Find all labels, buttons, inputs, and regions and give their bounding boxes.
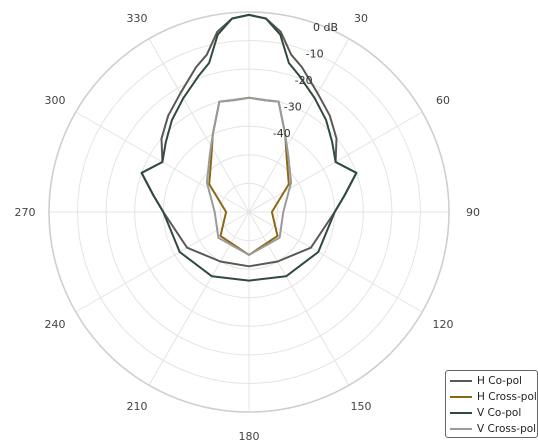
grid-spoke [248, 211, 350, 386]
angle-tick-label: 330 [127, 12, 148, 25]
series-line-4 [205, 96, 293, 256]
radial-tick-label: -40 [273, 127, 291, 140]
legend-item: V Co-pol [450, 405, 537, 421]
legend-item: H Co-pol [450, 373, 537, 389]
legend-label: H Co-pol [477, 375, 522, 387]
angle-tick-label: 60 [436, 94, 450, 107]
radial-tick-label: -10 [306, 48, 324, 61]
angle-tick-label: 90 [466, 206, 480, 219]
legend-item: H Cross-pol [450, 389, 537, 405]
legend-label: H Cross-pol [477, 391, 537, 403]
polar-grid [48, 11, 450, 413]
legend-swatch [450, 396, 472, 398]
series-layer [140, 13, 358, 282]
angle-tick-label: 180 [239, 430, 260, 440]
angle-tick-label: 120 [432, 318, 453, 331]
legend-label: V Cross-pol [477, 423, 537, 435]
grid-spoke [148, 211, 250, 386]
angle-tick-label: 300 [45, 94, 66, 107]
outer-circle [48, 11, 450, 413]
tick-labels: 30 60 90 120 150 180 210 240 270 300 330 0 dB -10 -20… [15, 12, 481, 440]
grid-spoke [75, 211, 250, 313]
legend-swatch [450, 428, 472, 430]
angle-tick-label: 210 [127, 400, 148, 413]
angle-tick-label: 30 [354, 12, 368, 25]
angle-tick-label: 150 [351, 400, 372, 413]
angle-tick-label: 240 [45, 318, 66, 331]
grid-spoke [248, 38, 350, 213]
series-line-3 [140, 13, 358, 282]
radial-tick-label: -20 [295, 74, 313, 87]
legend-swatch [450, 380, 472, 382]
legend-item: V Cross-pol [450, 421, 537, 437]
legend-label: V Co-pol [477, 407, 522, 419]
radial-tick-label: -30 [284, 100, 302, 113]
radial-tick-label: 0 dB [313, 21, 338, 34]
grid-spoke [148, 38, 250, 213]
grid-spoke [248, 211, 423, 313]
legend-swatch [450, 412, 472, 414]
legend: H Co-pol H Cross-pol V Co-pol V Cross-pol [445, 370, 538, 438]
series-line-1 [140, 13, 358, 268]
angle-tick-label: 270 [15, 206, 36, 219]
